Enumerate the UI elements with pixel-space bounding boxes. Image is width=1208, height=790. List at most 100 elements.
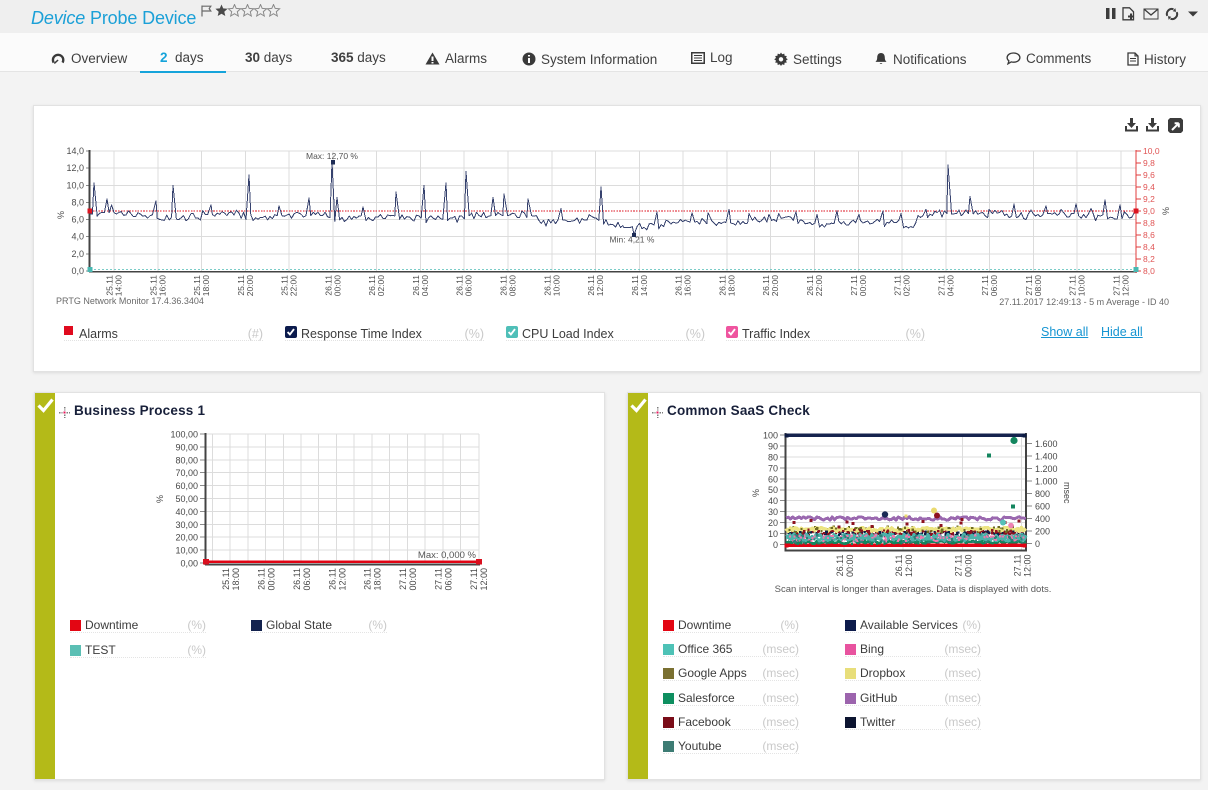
svg-text:50,00: 50,00 <box>175 494 198 504</box>
svg-text:18:00: 18:00 <box>201 275 211 297</box>
svg-text:22:00: 22:00 <box>289 275 299 297</box>
svg-text:18:00: 18:00 <box>231 568 241 591</box>
svg-text:08:00: 08:00 <box>508 275 518 297</box>
svg-text:26.11: 26.11 <box>323 275 333 296</box>
svg-text:12:00: 12:00 <box>337 568 347 591</box>
svg-text:8,0: 8,0 <box>1143 266 1155 276</box>
svg-text:26.11: 26.11 <box>761 275 771 296</box>
svg-text:20:00: 20:00 <box>770 275 780 297</box>
svg-text:27.11: 27.11 <box>953 555 963 577</box>
svg-text:26.11: 26.11 <box>717 275 727 296</box>
svg-text:26.11: 26.11 <box>630 275 640 296</box>
svg-text:02:00: 02:00 <box>902 275 912 297</box>
svg-text:800: 800 <box>1035 489 1050 499</box>
svg-text:00:00: 00:00 <box>845 555 855 578</box>
svg-text:Max: 12,70 %: Max: 12,70 % <box>306 151 358 161</box>
svg-text:50: 50 <box>768 485 778 495</box>
svg-text:600: 600 <box>1035 502 1050 512</box>
svg-text:27.11: 27.11 <box>469 568 479 590</box>
svg-text:0: 0 <box>1035 539 1040 549</box>
svg-text:25.11: 25.11 <box>236 275 246 296</box>
svg-text:27.11: 27.11 <box>398 568 408 590</box>
svg-text:26.11: 26.11 <box>835 555 845 577</box>
svg-text:40: 40 <box>768 496 778 506</box>
svg-text:25.11: 25.11 <box>221 568 231 590</box>
svg-text:9,2: 9,2 <box>1143 194 1155 204</box>
svg-text:12:00: 12:00 <box>479 568 489 591</box>
svg-text:1.200: 1.200 <box>1035 464 1058 474</box>
svg-text:400: 400 <box>1035 514 1050 524</box>
svg-text:26.11: 26.11 <box>327 568 337 590</box>
svg-text:26.11: 26.11 <box>292 568 302 590</box>
svg-text:18:00: 18:00 <box>373 568 383 591</box>
svg-text:1.600: 1.600 <box>1035 439 1058 449</box>
svg-text:12,0: 12,0 <box>66 163 84 173</box>
svg-text:70,00: 70,00 <box>175 468 198 478</box>
svg-text:1.000: 1.000 <box>1035 477 1058 487</box>
svg-text:Scan interval is longer than a: Scan interval is longer than averages. D… <box>775 584 1052 595</box>
svg-text:10,0: 10,0 <box>66 180 84 190</box>
svg-text:100: 100 <box>763 431 778 441</box>
svg-text:10:00: 10:00 <box>1077 275 1087 297</box>
svg-text:8,2: 8,2 <box>1143 254 1155 264</box>
svg-text:27.11: 27.11 <box>1013 555 1023 577</box>
svg-text:06:00: 06:00 <box>302 568 312 591</box>
svg-text:27.11: 27.11 <box>893 275 903 296</box>
svg-text:60: 60 <box>768 474 778 484</box>
svg-text:26.11: 26.11 <box>586 275 596 296</box>
svg-text:00:00: 00:00 <box>266 568 276 591</box>
svg-text:14,0: 14,0 <box>66 146 84 156</box>
svg-text:8,4: 8,4 <box>1143 242 1155 252</box>
svg-text:%: % <box>155 495 165 503</box>
svg-text:Min: 4,21 %: Min: 4,21 % <box>610 235 655 245</box>
svg-text:00:00: 00:00 <box>408 568 418 591</box>
svg-text:9,0: 9,0 <box>1143 206 1155 216</box>
svg-text:9,4: 9,4 <box>1143 182 1155 192</box>
svg-text:90,00: 90,00 <box>175 442 198 452</box>
svg-text:20:00: 20:00 <box>245 275 255 297</box>
svg-text:26.11: 26.11 <box>894 555 904 577</box>
svg-text:Max: 0,000 %: Max: 0,000 % <box>418 550 477 561</box>
svg-text:%: % <box>1161 207 1171 215</box>
svg-text:8,8: 8,8 <box>1143 218 1155 228</box>
svg-text:20,00: 20,00 <box>175 533 198 543</box>
svg-text:8,6: 8,6 <box>1143 230 1155 240</box>
svg-text:90: 90 <box>768 441 778 451</box>
svg-text:%: % <box>56 211 66 219</box>
svg-text:40,00: 40,00 <box>175 507 198 517</box>
svg-text:27.11: 27.11 <box>1111 275 1121 296</box>
svg-text:14:00: 14:00 <box>114 275 124 297</box>
svg-text:12:00: 12:00 <box>595 275 605 297</box>
svg-text:2,0: 2,0 <box>71 249 84 259</box>
svg-text:80,00: 80,00 <box>175 455 198 465</box>
svg-text:20: 20 <box>768 518 778 528</box>
svg-text:0: 0 <box>773 540 778 550</box>
svg-text:9,8: 9,8 <box>1143 158 1155 168</box>
svg-text:200: 200 <box>1035 527 1050 537</box>
svg-text:25.11: 25.11 <box>192 275 202 296</box>
svg-text:0,0: 0,0 <box>71 266 84 276</box>
svg-text:16:00: 16:00 <box>683 275 693 297</box>
svg-text:msec: msec <box>1062 482 1072 504</box>
svg-text:26.11: 26.11 <box>455 275 465 296</box>
svg-text:12:00: 12:00 <box>904 555 914 578</box>
svg-text:18:00: 18:00 <box>726 275 736 297</box>
svg-text:25.11: 25.11 <box>280 275 290 296</box>
svg-text:27.11: 27.11 <box>1024 275 1034 296</box>
svg-text:04:00: 04:00 <box>945 275 955 297</box>
svg-text:27.11: 27.11 <box>1068 275 1078 296</box>
svg-text:PRTG Network Monitor 17.4.36.3: PRTG Network Monitor 17.4.36.3404 <box>56 296 204 306</box>
svg-text:25.11: 25.11 <box>148 275 158 296</box>
svg-text:06:00: 06:00 <box>464 275 474 297</box>
svg-text:10,0: 10,0 <box>1143 146 1160 156</box>
svg-text:27.11.2017 12:49:13 - 5 m Aver: 27.11.2017 12:49:13 - 5 m Average - ID 4… <box>999 297 1169 307</box>
svg-text:9,6: 9,6 <box>1143 170 1155 180</box>
svg-text:%: % <box>751 489 761 497</box>
svg-text:60,00: 60,00 <box>175 481 198 491</box>
svg-text:10:00: 10:00 <box>551 275 561 297</box>
svg-text:06:00: 06:00 <box>989 275 999 297</box>
svg-text:04:00: 04:00 <box>420 275 430 297</box>
svg-text:26.11: 26.11 <box>363 568 373 590</box>
svg-text:00:00: 00:00 <box>332 275 342 297</box>
svg-text:00:00: 00:00 <box>858 275 868 297</box>
